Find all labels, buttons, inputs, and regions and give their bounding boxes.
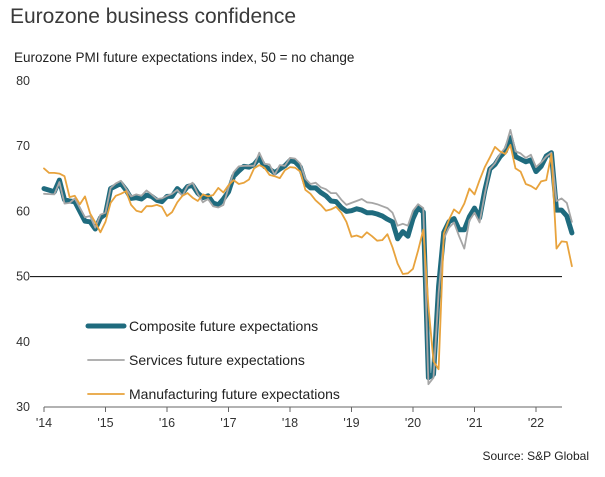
- legend-label: Services future expectations: [129, 352, 305, 368]
- chart-title: Eurozone business confidence: [10, 5, 297, 28]
- x-tick-label: '19: [343, 416, 359, 430]
- y-tick-label: 30: [16, 400, 30, 414]
- legend-label: Manufacturing future expectations: [129, 386, 340, 402]
- x-tick-label: '22: [528, 416, 544, 430]
- series-line-composite: [41, 135, 575, 381]
- series-line-manufacturing: [43, 144, 573, 371]
- legend-label: Composite future expectations: [129, 318, 318, 334]
- x-tick-label: '15: [97, 416, 113, 430]
- series-group: [41, 129, 575, 386]
- y-axis: 30 40 50 60 70 80: [16, 74, 30, 414]
- legend: Composite future expectations Services fu…: [85, 318, 340, 402]
- x-tick-label: '16: [159, 416, 175, 430]
- source-note: Source: S&P Global: [482, 449, 589, 463]
- y-tick-label: 60: [16, 204, 30, 218]
- x-tick-label: '14: [36, 416, 52, 430]
- chart-subtitle: Eurozone PMI future expectations index, …: [14, 50, 355, 65]
- x-tick-label: '21: [466, 416, 482, 430]
- x-tick-label: '17: [220, 416, 236, 430]
- y-tick-label: 50: [16, 270, 30, 284]
- series-line-services: [43, 129, 573, 386]
- x-tick-label: '20: [405, 416, 421, 430]
- y-tick-label: 70: [16, 139, 30, 153]
- x-tick-label: '18: [282, 416, 298, 430]
- y-tick-label: 80: [16, 74, 30, 88]
- x-axis: '14 '15 '16 '17 '18 '19 '20 '21 '22: [36, 406, 562, 430]
- y-tick-label: 40: [16, 335, 30, 349]
